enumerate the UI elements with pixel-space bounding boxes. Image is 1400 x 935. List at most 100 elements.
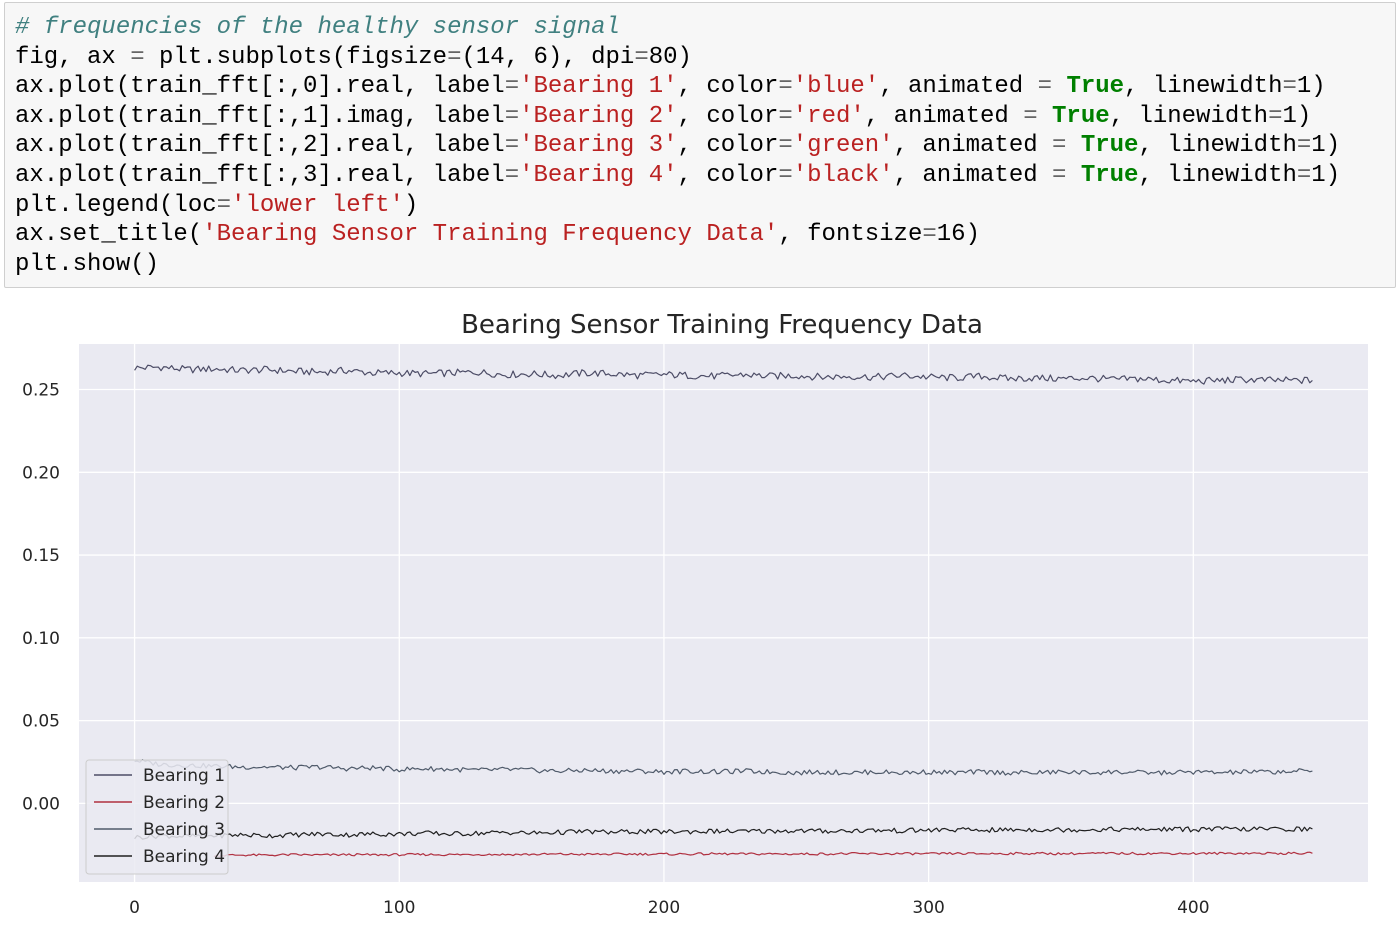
code-token: True <box>1066 73 1125 101</box>
legend-box <box>85 759 229 875</box>
code-token: = <box>778 102 793 130</box>
code-token: , animated <box>893 161 1053 189</box>
code-token: 1) <box>1311 132 1341 160</box>
code-token: 'blue' <box>792 73 880 101</box>
x-tick-label: 0 <box>129 898 140 918</box>
legend-label: Bearing 3 <box>143 820 225 840</box>
code-token: 1) <box>1311 161 1341 189</box>
code-token: 'Bearing 4' <box>519 161 678 189</box>
x-axis-ticks: 0 100 200 300 400 <box>129 898 1209 918</box>
x-tick-label: 200 <box>648 898 680 918</box>
y-tick-label: 0.25 <box>22 381 60 401</box>
code-token: # frequencies of the healthy sensor sign… <box>15 14 620 41</box>
code-token: = <box>447 43 462 71</box>
code-token: = <box>1268 102 1283 130</box>
code-token <box>1066 162 1080 189</box>
grid-lines <box>79 344 1368 882</box>
code-token: , color <box>677 73 779 101</box>
code-token: fig, ax <box>15 43 131 71</box>
code-line[interactable]: ax.plot(train_fft[:,1].imag, label='Bear… <box>15 102 1385 132</box>
y-tick-label: 0.05 <box>22 712 60 732</box>
code-token: , animated <box>893 132 1053 160</box>
code-token: 'Bearing 3' <box>519 132 678 160</box>
code-token: plt.show() <box>15 250 160 278</box>
code-line[interactable]: # frequencies of the healthy sensor sign… <box>15 13 1385 43</box>
x-tick-label: 300 <box>912 898 944 918</box>
code-token: ax.plot(train_fft[:,3].real, label <box>15 161 505 189</box>
series-line-3 <box>134 758 1313 776</box>
code-cell[interactable]: # frequencies of the healthy sensor sign… <box>4 2 1396 288</box>
code-token: = <box>922 221 937 249</box>
code-token: = <box>778 161 793 189</box>
code-line[interactable]: plt.legend(loc='lower left') <box>15 191 1385 221</box>
code-token: = <box>1052 132 1067 160</box>
code-token: = <box>504 102 520 130</box>
code-token: , linewidth <box>1109 102 1269 130</box>
code-token: 'black' <box>792 161 894 189</box>
chart-legend: Bearing 1 Bearing 2 Bearing 3 Bearing 4 <box>85 759 229 875</box>
y-tick-label: 0.20 <box>22 463 60 483</box>
y-axis-ticks: 0.00 0.05 0.10 0.15 0.20 0.25 <box>22 381 60 815</box>
code-token: , color <box>677 161 779 189</box>
code-line[interactable]: fig, ax = plt.subplots(figsize=(14, 6), … <box>15 43 1385 73</box>
series-line-1 <box>134 364 1313 385</box>
code-token: = <box>1296 132 1312 160</box>
legend-label: Bearing 1 <box>143 766 225 786</box>
code-line[interactable]: ax.plot(train_fft[:,2].real, label='Bear… <box>15 131 1385 161</box>
cell-output: Bearing Sensor Training Frequency Data 0… <box>0 296 1400 930</box>
code-token: , animated <box>879 73 1038 101</box>
code-token <box>1038 103 1052 130</box>
code-line[interactable]: ax.plot(train_fft[:,3].real, label='Bear… <box>15 161 1385 191</box>
code-token: ax.plot(train_fft[:,2].real, label <box>15 132 505 160</box>
code-token: = <box>778 73 793 101</box>
code-token: ) <box>403 191 419 219</box>
series-lines <box>134 364 1313 858</box>
y-tick-label: 0.10 <box>22 629 60 649</box>
code-token: 'lower left' <box>231 191 404 219</box>
code-token: = <box>504 132 520 160</box>
bearing-frequency-chart: Bearing Sensor Training Frequency Data 0… <box>22 310 1368 918</box>
y-tick-label: 0.00 <box>22 794 60 814</box>
code-token: True <box>1080 161 1139 189</box>
code-token: = <box>504 73 520 101</box>
code-token: 'red' <box>792 102 865 130</box>
code-token: , color <box>677 102 779 130</box>
code-line[interactable]: ax.plot(train_fft[:,0].real, label='Bear… <box>15 72 1385 102</box>
code-token: 'Bearing 1' <box>519 73 678 101</box>
code-token: 'Bearing 2' <box>519 102 678 130</box>
code-token: , linewidth <box>1138 132 1297 160</box>
code-token: = <box>778 132 793 160</box>
series-line-4 <box>134 826 1313 840</box>
code-token: True <box>1080 132 1139 160</box>
code-token: = <box>1052 161 1067 189</box>
code-token: , color <box>677 132 779 160</box>
code-token: = <box>130 43 145 71</box>
code-token: 1) <box>1282 102 1312 130</box>
code-token: (14, 6), dpi <box>461 43 635 71</box>
code-token: ax.plot(train_fft[:,1].imag, label <box>15 102 505 130</box>
code-token: 1) <box>1296 73 1326 101</box>
code-token <box>1052 73 1066 100</box>
code-token: = <box>1037 73 1053 101</box>
series-line-2 <box>213 851 1313 858</box>
code-token: ax.set_title( <box>15 221 203 249</box>
code-token: = <box>634 43 649 71</box>
code-token: = <box>504 161 520 189</box>
chart-title: Bearing Sensor Training Frequency Data <box>461 310 983 340</box>
code-token: plt.subplots(figsize <box>144 43 448 71</box>
code-token: 80) <box>648 43 692 71</box>
code-line[interactable]: plt.show() <box>15 250 1385 280</box>
code-token: = <box>1296 161 1312 189</box>
x-tick-label: 400 <box>1177 898 1209 918</box>
legend-label: Bearing 2 <box>143 793 225 813</box>
code-token: plt.legend(loc <box>15 191 217 219</box>
code-token: 'green' <box>792 132 894 160</box>
code-token: 16) <box>936 221 980 249</box>
plot-area <box>79 344 1368 882</box>
code-token: = <box>1023 102 1038 130</box>
code-token: , linewidth <box>1138 161 1297 189</box>
code-token <box>1066 132 1080 159</box>
code-token: 'Bearing Sensor Training Frequency Data' <box>202 221 779 249</box>
code-token: True <box>1052 102 1110 130</box>
code-line[interactable]: ax.set_title('Bearing Sensor Training Fr… <box>15 220 1385 250</box>
